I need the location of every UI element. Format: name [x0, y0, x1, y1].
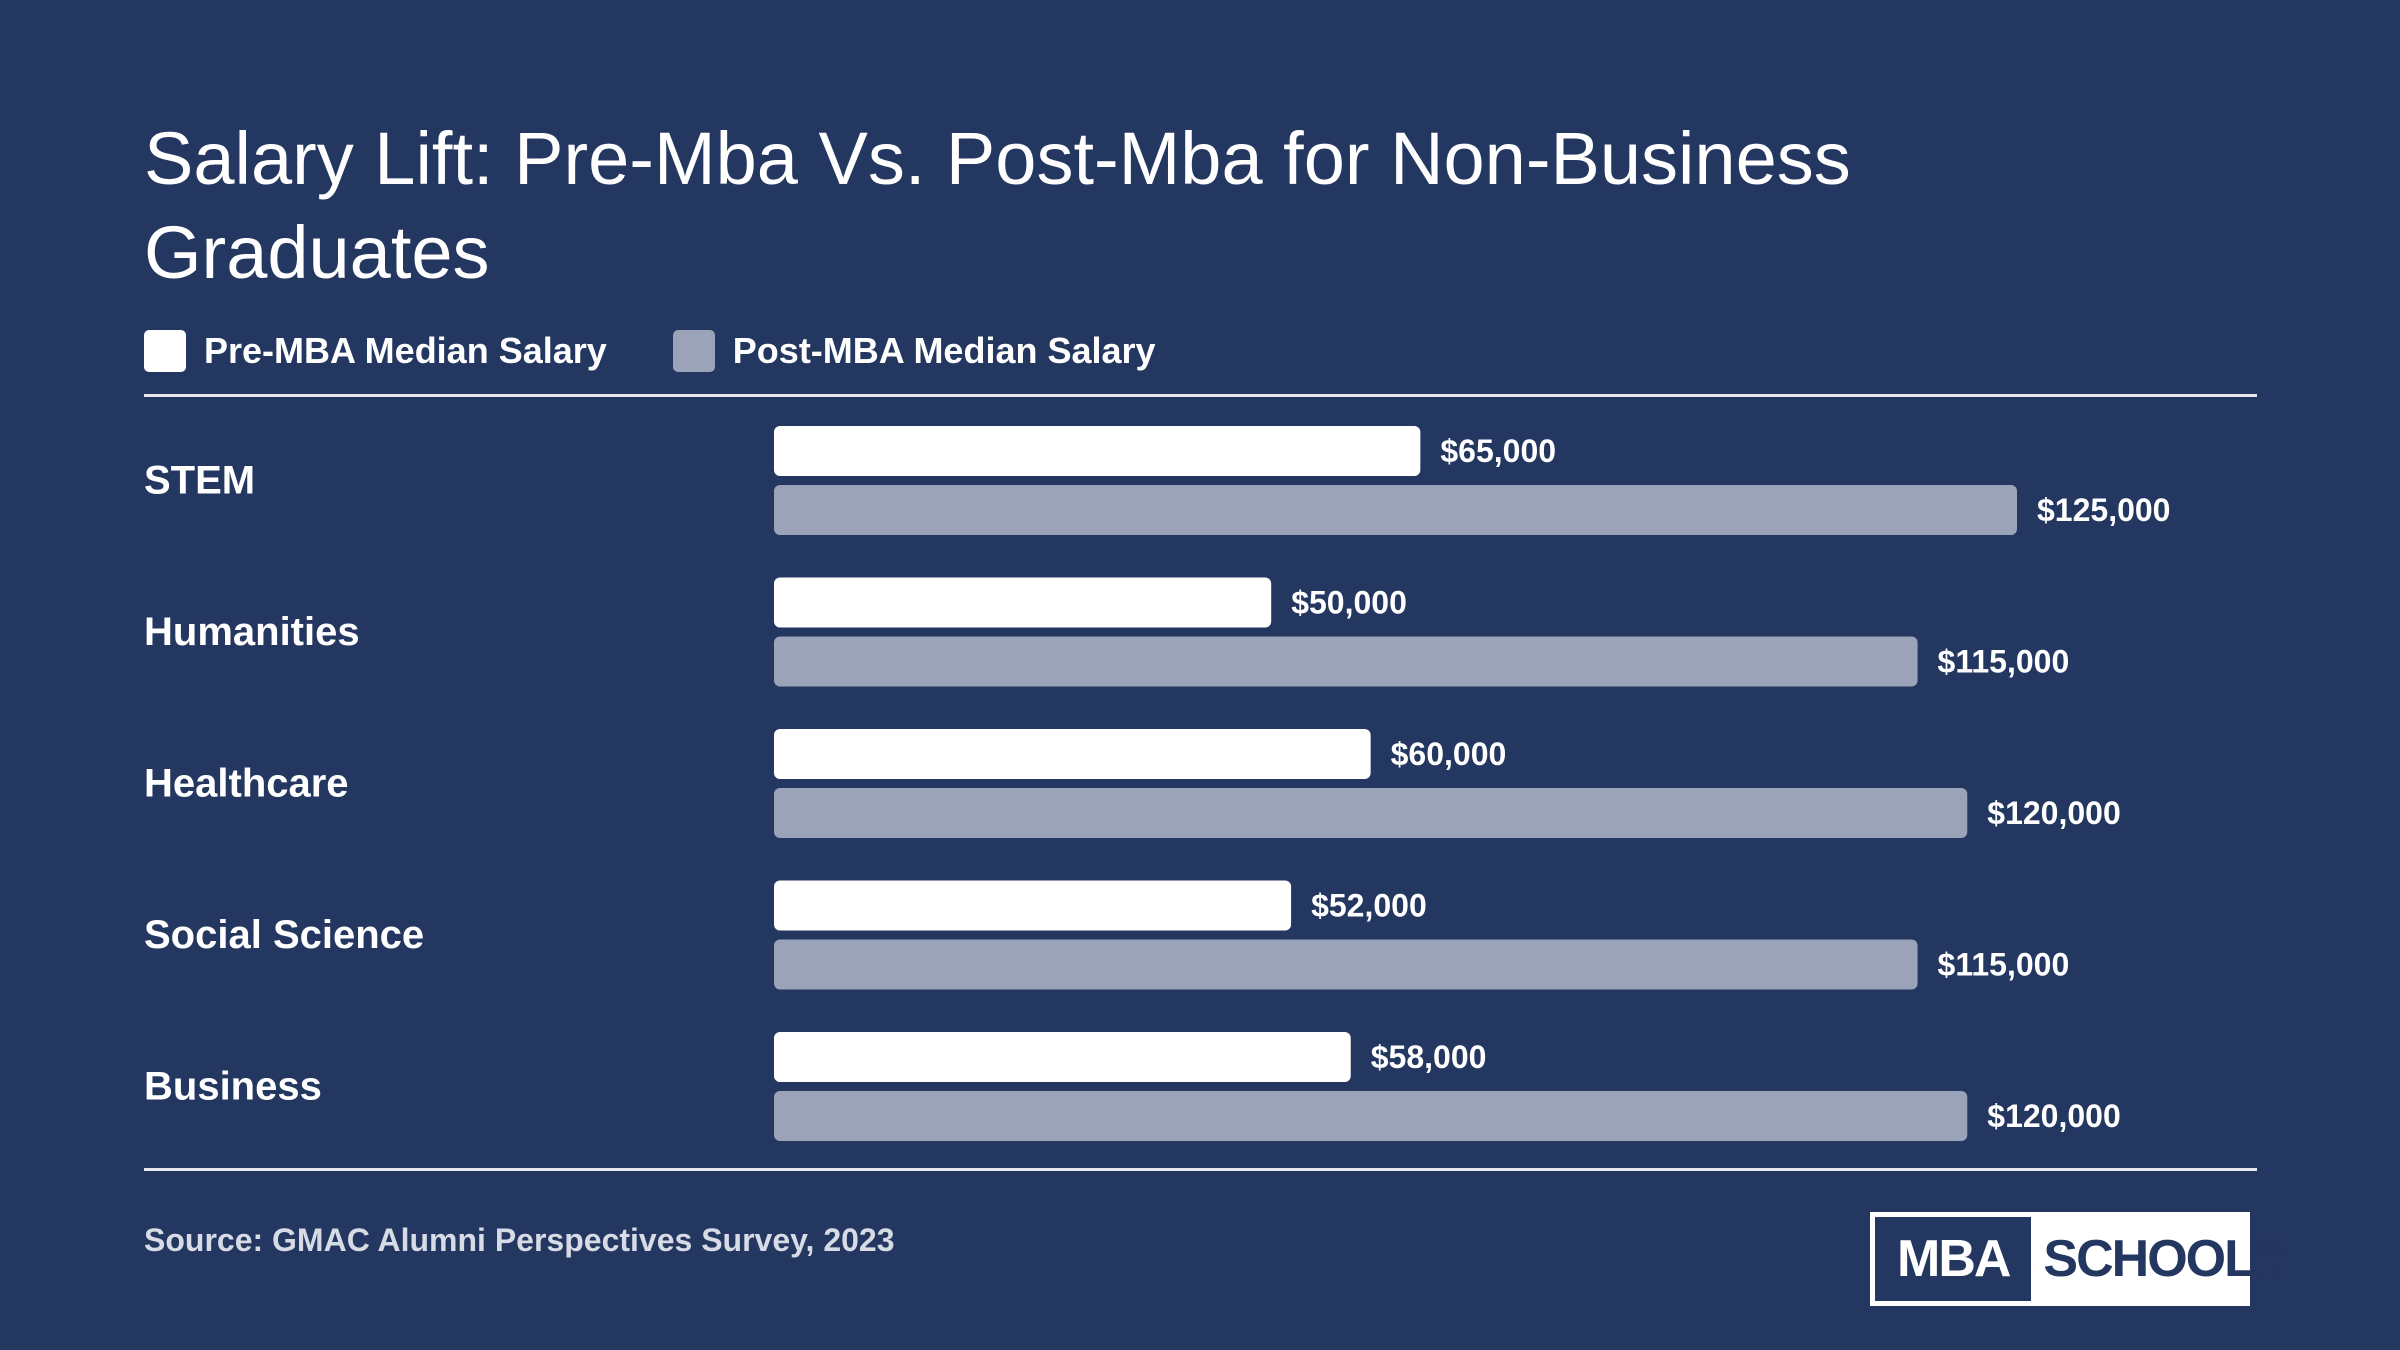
- bottom-divider: [144, 1168, 2257, 1171]
- legend-swatch-pre: [144, 330, 186, 372]
- pre-value-label-humanities: $50,000: [1291, 585, 1407, 621]
- post-value-label-business: $120,000: [1987, 1098, 2120, 1134]
- pre-bar-business: [774, 1032, 1351, 1082]
- post-value-label-stem: $125,000: [2037, 492, 2170, 528]
- post-bar-business: [774, 1091, 1968, 1141]
- legend-swatch-post: [672, 330, 715, 372]
- bar-chart: STEM $65,000 $125,000 Humanities $50,000 $115…: [144, 426, 2170, 1141]
- legend-item-post: Post-MBA Median Salary: [672, 330, 1156, 372]
- source-note: Source: GMAC Alumni Perspectives Survey,…: [144, 1222, 895, 1258]
- chart-title: Salary Lift: Pre-Mba Vs. Post-Mba for No…: [144, 117, 1851, 294]
- post-bar-healthcare: [774, 788, 1968, 838]
- pre-bar-stem: [774, 426, 1421, 476]
- post-bar-humanities: [774, 636, 1918, 687]
- mba-schools-logo: MBA SCHOOLS: [1870, 1212, 2289, 1306]
- legend-item-pre: Pre-MBA Median Salary: [144, 330, 607, 372]
- pre-bar-social-science: [774, 880, 1292, 931]
- post-value-label-social-science: $115,000: [1938, 947, 2070, 983]
- category-label-humanities: Humanities: [144, 610, 360, 654]
- post-value-label-humanities: $115,000: [1938, 644, 2070, 680]
- legend: Pre-MBA Median Salary Post-MBA Median Sa…: [144, 330, 1222, 372]
- pre-value-label-social-science: $52,000: [1311, 888, 1427, 924]
- logo-mba: MBA: [1875, 1217, 2032, 1301]
- logo-schools: SCHOOLS: [2043, 1230, 2288, 1288]
- pre-value-label-business: $58,000: [1371, 1039, 1487, 1075]
- pre-bar-healthcare: [774, 729, 1371, 779]
- category-label-healthcare: Healthcare: [144, 762, 349, 806]
- category-label-business: Business: [144, 1065, 322, 1109]
- post-bar-stem: [774, 485, 2017, 535]
- legend-label-post: Post-MBA Median Salary: [732, 330, 1156, 371]
- category-label-social-science: Social Science: [144, 913, 424, 957]
- pre-value-label-healthcare: $60,000: [1391, 736, 1507, 772]
- top-divider: [144, 394, 2257, 397]
- legend-label-pre: Pre-MBA Median Salary: [204, 330, 607, 371]
- pre-bar-humanities: [774, 577, 1272, 628]
- category-label-stem: STEM: [144, 459, 255, 503]
- post-value-label-healthcare: $120,000: [1987, 795, 2120, 831]
- post-bar-social-science: [774, 939, 1918, 990]
- pre-value-label-stem: $65,000: [1440, 433, 1556, 469]
